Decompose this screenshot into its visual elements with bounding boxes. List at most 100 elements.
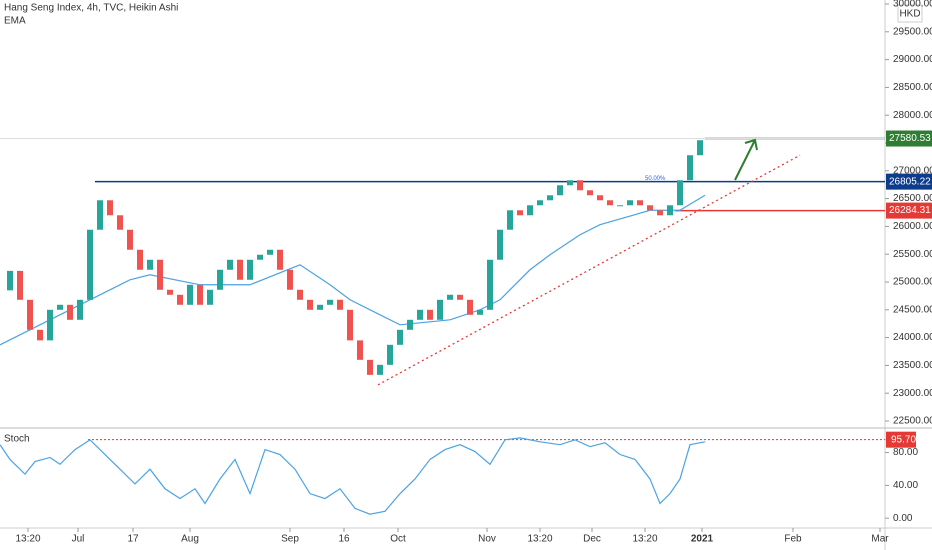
y-tick-label: 29500.00 <box>893 26 932 37</box>
candle-body <box>327 299 333 305</box>
candle-body <box>167 289 173 295</box>
candle-body <box>27 299 33 330</box>
candle-body <box>47 309 53 341</box>
candle-body <box>17 270 23 300</box>
candle-body <box>667 205 673 216</box>
candle-body <box>7 270 13 291</box>
candle-body <box>187 284 193 305</box>
candle-body <box>607 200 613 206</box>
level-label-box <box>886 173 932 190</box>
candle-body <box>557 185 563 196</box>
y-tick-label: 25500.00 <box>893 249 932 260</box>
candle-body <box>67 304 73 320</box>
indicator-label: EMA <box>4 16 26 27</box>
candle-body <box>37 329 43 341</box>
candle-body <box>267 249 273 255</box>
x-tick-label: Aug <box>181 534 199 545</box>
level-label: 27580.53 <box>889 133 931 144</box>
candle-body <box>647 205 653 211</box>
candle-body <box>277 249 283 270</box>
candle-body <box>257 254 263 260</box>
currency-label: HKD <box>899 9 920 20</box>
candle-body <box>547 195 553 201</box>
stoch-y-tick-label: 0.00 <box>893 513 913 524</box>
candle-body <box>567 180 573 186</box>
x-tick-label: Jul <box>72 534 85 545</box>
candle-body <box>107 200 113 216</box>
candle-body <box>117 215 123 230</box>
candle-body <box>377 364 383 375</box>
y-tick-label: 22500.00 <box>893 416 932 427</box>
candle-body <box>227 259 233 270</box>
stoch-level-box <box>886 431 916 448</box>
candle-body <box>637 200 643 206</box>
ema-line <box>0 194 706 346</box>
candle-body <box>297 289 303 300</box>
candle-body <box>77 299 83 320</box>
projection-arrow <box>734 138 758 181</box>
currency-box <box>897 4 923 23</box>
candle-body <box>477 309 483 315</box>
y-tick-label: 25000.00 <box>893 277 932 288</box>
candle-body <box>457 294 463 300</box>
candle-body <box>437 299 443 320</box>
candle-body <box>337 299 343 310</box>
candle-body <box>237 259 243 280</box>
stoch-title: Stoch <box>4 434 30 445</box>
y-tick-label: 28500.00 <box>893 82 932 93</box>
candle-body <box>287 269 293 290</box>
stoch-y-tick-label: 80.00 <box>893 447 918 458</box>
candle-body <box>427 309 433 320</box>
trendline <box>377 154 801 386</box>
candle-body <box>207 289 213 305</box>
fib-annotation: 50.00% <box>645 176 666 182</box>
y-tick-label: 29000.00 <box>893 54 932 65</box>
candle-body <box>627 200 633 206</box>
candle-body <box>577 180 583 191</box>
y-tick-label: 23500.00 <box>893 360 932 371</box>
x-tick-label: Nov <box>478 534 496 545</box>
candle-body <box>617 205 623 207</box>
y-tick-label: 26000.00 <box>893 221 932 232</box>
candle-body <box>217 269 223 290</box>
stoch-line <box>0 437 706 515</box>
y-tick-label: 24000.00 <box>893 332 932 343</box>
candle-body <box>597 195 603 201</box>
candle-body <box>497 229 503 260</box>
x-tick-label: Dec <box>583 534 601 545</box>
y-tick-label: 26500.00 <box>893 193 932 204</box>
candle-body <box>677 180 683 206</box>
candle-body <box>247 259 253 280</box>
y-tick-label: 24500.00 <box>893 304 932 315</box>
x-tick-label: 16 <box>338 534 350 545</box>
candle-body <box>357 340 363 360</box>
candle-body <box>587 190 593 196</box>
x-tick-label: 2021 <box>691 534 714 545</box>
stoch-y-tick-label: 40.00 <box>893 480 918 491</box>
candle-body <box>687 155 693 181</box>
candle-body <box>697 140 703 156</box>
y-tick-label: 30000.00 <box>893 0 932 10</box>
x-tick-label: 17 <box>127 534 139 545</box>
candle-body <box>387 344 393 365</box>
x-tick-label: Sep <box>281 534 299 545</box>
candle-body <box>517 210 523 216</box>
candle-body <box>87 229 93 300</box>
y-tick-label: 27000.00 <box>893 165 932 176</box>
candle-body <box>97 200 103 230</box>
candle-body <box>147 259 153 270</box>
chart-title: Hang Seng Index, 4h, TVC, Heikin Ashi <box>4 3 178 14</box>
x-tick-label: Mar <box>871 534 889 545</box>
candle-body <box>657 210 663 216</box>
candle-body <box>127 229 133 250</box>
candle-body <box>157 259 163 290</box>
candle-body <box>417 309 423 320</box>
y-tick-label: 28000.00 <box>893 110 932 121</box>
candle-body <box>177 294 183 305</box>
candle-body <box>307 299 313 310</box>
x-tick-label: 13:20 <box>632 534 657 545</box>
level-label: 26805.22 <box>889 176 931 187</box>
candle-body <box>407 319 413 330</box>
